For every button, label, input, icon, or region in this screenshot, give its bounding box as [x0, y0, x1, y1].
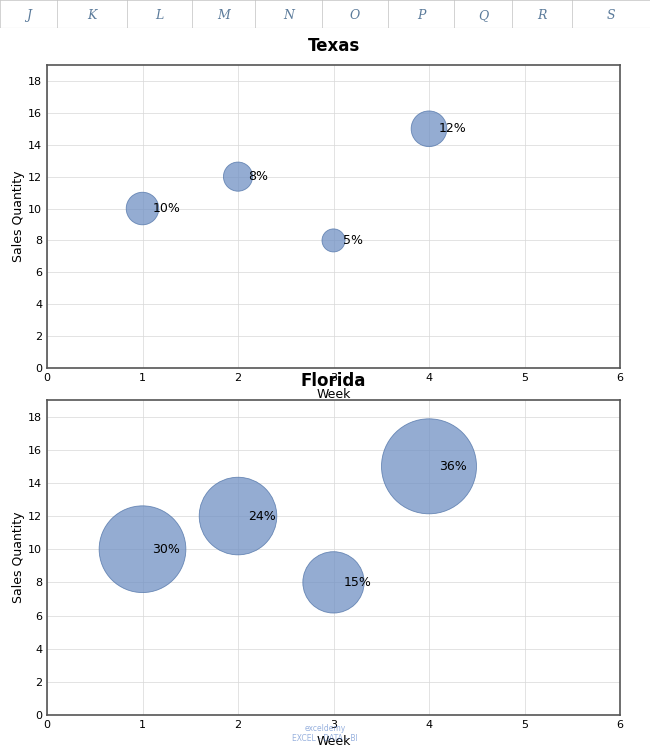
Text: R: R: [538, 9, 547, 22]
Text: L: L: [155, 9, 164, 22]
Title: Texas: Texas: [307, 37, 359, 55]
Point: [328, 235, 339, 247]
Text: 12%: 12%: [439, 123, 467, 135]
Text: exceldemy
EXCEL - DATA - BI: exceldemy EXCEL - DATA - BI: [292, 723, 358, 743]
Text: 5%: 5%: [343, 234, 363, 247]
Text: S: S: [606, 9, 616, 22]
Text: Q: Q: [478, 9, 488, 22]
Point: [233, 171, 243, 183]
Text: M: M: [217, 9, 230, 22]
Point: [424, 123, 434, 135]
Text: 15%: 15%: [343, 576, 371, 589]
Text: K: K: [87, 9, 97, 22]
Text: J: J: [26, 9, 31, 22]
Point: [137, 543, 148, 555]
Text: 30%: 30%: [152, 543, 180, 556]
Text: 36%: 36%: [439, 459, 467, 473]
Text: 10%: 10%: [152, 202, 180, 215]
Text: N: N: [283, 9, 294, 22]
Point: [137, 202, 148, 214]
Point: [424, 460, 434, 472]
Text: 24%: 24%: [248, 510, 276, 523]
Y-axis label: Sales Quantity: Sales Quantity: [12, 171, 25, 262]
Title: Florida: Florida: [301, 372, 366, 390]
Y-axis label: Sales Quantity: Sales Quantity: [12, 512, 25, 603]
Point: [328, 576, 339, 588]
X-axis label: Week: Week: [317, 735, 351, 748]
Text: 8%: 8%: [248, 170, 268, 183]
Point: [233, 510, 243, 522]
X-axis label: Week: Week: [317, 389, 351, 402]
Text: O: O: [350, 9, 360, 22]
Text: P: P: [417, 9, 425, 22]
